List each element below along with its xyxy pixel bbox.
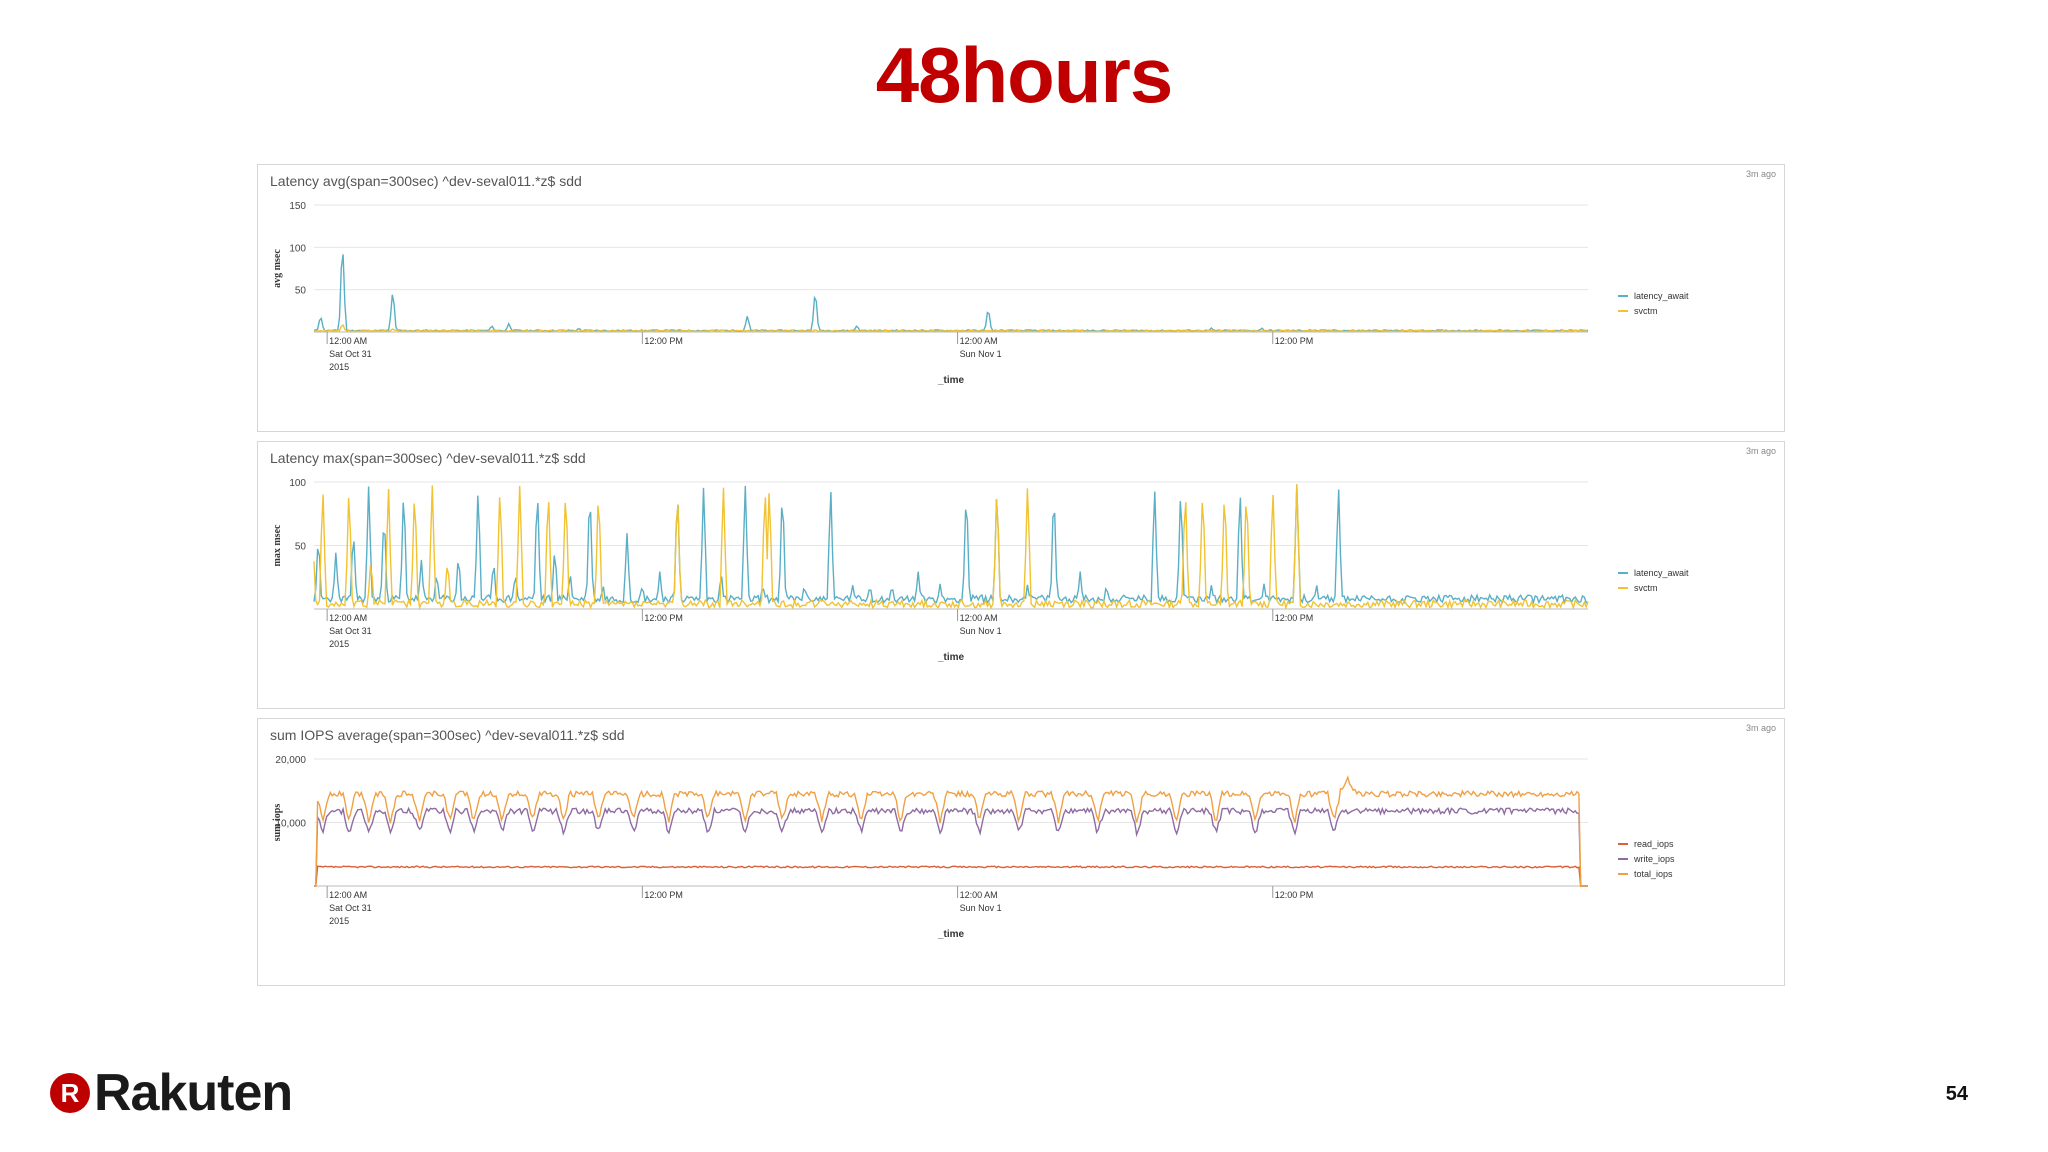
slide-title: 48hours [875, 31, 1173, 119]
series-line-read_iops [314, 865, 1588, 887]
chart-panel-latency-avg: Latency avg(span=300sec) ^dev-seval011.*… [257, 164, 1785, 432]
x-axis-label: _time [937, 375, 965, 386]
y-tick-label: 150 [289, 201, 306, 212]
y-tick-label: 50 [295, 286, 307, 297]
y-axis-label: max msec [272, 524, 283, 566]
chart-age: 3m ago [1745, 169, 1776, 179]
y-tick-label: 10,000 [275, 819, 306, 830]
legend-label: write_iops [1633, 854, 1675, 864]
page-number: 54 [1945, 1083, 1968, 1105]
y-tick-label: 20,000 [275, 755, 306, 766]
x-tick-label: 12:00 PM [1275, 613, 1314, 623]
legend-label: latency_await [1634, 568, 1689, 578]
chart-title: Latency avg(span=300sec) ^dev-seval011.*… [270, 173, 582, 189]
x-tick-label: 12:00 AM [960, 613, 998, 623]
x-tick-label: 12:00 PM [1275, 336, 1314, 346]
x-tick-label: 12:00 AM [960, 336, 998, 346]
x-tick-label: Sun Nov 1 [960, 626, 1002, 636]
y-tick-label: 50 [295, 542, 307, 553]
chart-title: sum IOPS average(span=300sec) ^dev-seval… [270, 727, 625, 743]
legend-label: latency_await [1634, 291, 1689, 301]
x-tick-label: Sat Oct 31 [329, 903, 372, 913]
rakuten-logo: R Rakuten [50, 1064, 293, 1122]
series-line-svctm [313, 484, 1589, 611]
legend-label: svctm [1634, 306, 1658, 316]
y-tick-label: 100 [289, 243, 306, 254]
series-line-write_iops [314, 806, 1588, 887]
chart-age: 3m ago [1745, 446, 1776, 456]
x-tick-label: Sun Nov 1 [960, 903, 1002, 913]
series-line-latency_await [313, 484, 1589, 606]
y-tick-label: 100 [289, 478, 306, 489]
x-tick-label: Sat Oct 31 [329, 626, 372, 636]
chart-age: 3m ago [1745, 723, 1776, 733]
x-tick-label: 2015 [329, 916, 349, 926]
x-tick-label: 2015 [329, 362, 349, 372]
x-axis-label: _time [937, 652, 965, 663]
x-tick-label: 12:00 AM [960, 890, 998, 900]
legend-label: svctm [1634, 583, 1658, 593]
chart-svg: 100 50 max msec 12:00 AM Sat Oct 31 2015 12:00… [272, 478, 1689, 663]
series-line-svctm [313, 324, 1589, 333]
rakuten-logo-text: Rakuten [94, 1064, 293, 1122]
legend-label: read_iops [1634, 839, 1674, 849]
x-tick-label: 12:00 AM [329, 890, 367, 900]
rakuten-logo-mark: R [50, 1073, 90, 1113]
x-tick-label: 12:00 PM [644, 613, 683, 623]
x-tick-label: 2015 [329, 639, 349, 649]
chart-svg: 150 100 50 avg msec 12:00 AM Sat Oct 31 2015 12… [272, 201, 1689, 386]
chart-panel-sum-iops: sum IOPS average(span=300sec) ^dev-seval… [257, 718, 1785, 986]
x-axis-label: _time [937, 929, 965, 940]
series-line-latency_await [313, 254, 1589, 333]
x-tick-label: 12:00 AM [329, 613, 367, 623]
chart-panel-latency-max: Latency max(span=300sec) ^dev-seval011.*… [257, 441, 1785, 709]
chart-title: Latency max(span=300sec) ^dev-seval011.*… [270, 450, 586, 466]
x-tick-label: 12:00 PM [644, 336, 683, 346]
series-line-total_iops [314, 775, 1588, 887]
y-axis-label: sum iops [272, 804, 283, 842]
x-tick-label: Sun Nov 1 [960, 349, 1002, 359]
x-tick-label: 12:00 AM [329, 336, 367, 346]
y-axis-label: avg msec [272, 249, 283, 288]
x-tick-label: 12:00 PM [644, 890, 683, 900]
legend-label: total_iops [1634, 869, 1673, 879]
x-tick-label: 12:00 PM [1275, 890, 1314, 900]
x-tick-label: Sat Oct 31 [329, 349, 372, 359]
